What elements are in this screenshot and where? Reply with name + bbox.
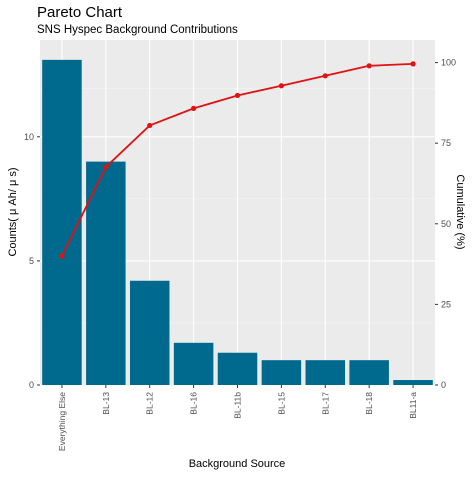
bar-bl-17 bbox=[305, 360, 346, 385]
y-tick-label: 5 bbox=[29, 256, 34, 266]
y-tick-label: 10 bbox=[24, 132, 34, 142]
chart-subtitle: SNS Hyspec Background Contributions bbox=[37, 24, 238, 36]
y2-tick-label: 0 bbox=[441, 380, 446, 390]
y2-tick-label: 50 bbox=[441, 219, 451, 229]
bar-bl-15 bbox=[261, 360, 302, 385]
x-tick-label: BL-12 bbox=[145, 392, 155, 415]
cumulative-point bbox=[322, 73, 328, 79]
x-tick-label: BL-17 bbox=[320, 392, 330, 415]
y2-tick-label: 25 bbox=[441, 299, 451, 309]
y-axis-title: Counts( μ Ah/ μ s) bbox=[7, 167, 19, 256]
cumulative-point bbox=[278, 83, 284, 89]
cumulative-point bbox=[147, 122, 153, 129]
x-tick-label: Everything Else bbox=[57, 392, 67, 451]
x-tick-label: BL-11b bbox=[233, 392, 243, 419]
cumulative-point bbox=[234, 92, 241, 99]
x-tick-label: BL-16 bbox=[189, 392, 199, 415]
y-tick-label: 0 bbox=[29, 380, 34, 390]
cumulative-point bbox=[103, 164, 109, 170]
bar-bl11-a bbox=[393, 380, 433, 385]
x-tick-label: BL11-a bbox=[408, 392, 418, 419]
cumulative-point bbox=[366, 63, 372, 69]
line-layer bbox=[59, 61, 416, 259]
y2-tick-label: 75 bbox=[441, 138, 451, 148]
bar-layer bbox=[42, 59, 433, 386]
x-tick-label: BL-13 bbox=[101, 392, 111, 415]
cumulative-point bbox=[410, 61, 416, 67]
x-tick-label: BL-18 bbox=[364, 392, 374, 415]
y2-tick-label: 100 bbox=[441, 58, 456, 68]
grid-layer bbox=[40, 40, 435, 386]
bar-bl-11b bbox=[217, 352, 258, 385]
cumulative-point bbox=[59, 253, 65, 259]
bar-bl-18 bbox=[349, 360, 389, 385]
x-axis-title: Background Source bbox=[189, 458, 286, 470]
chart-title: Pareto Chart bbox=[37, 4, 123, 21]
bar-bl-13 bbox=[86, 161, 126, 385]
bar-bl-16 bbox=[173, 342, 214, 385]
bar-bl-12 bbox=[129, 280, 170, 385]
x-tick-label: BL-15 bbox=[276, 392, 286, 415]
bar-everything-else bbox=[42, 59, 82, 386]
cumulative-point bbox=[191, 105, 197, 111]
y2-axis-title: Cumulative (%) bbox=[454, 174, 466, 249]
